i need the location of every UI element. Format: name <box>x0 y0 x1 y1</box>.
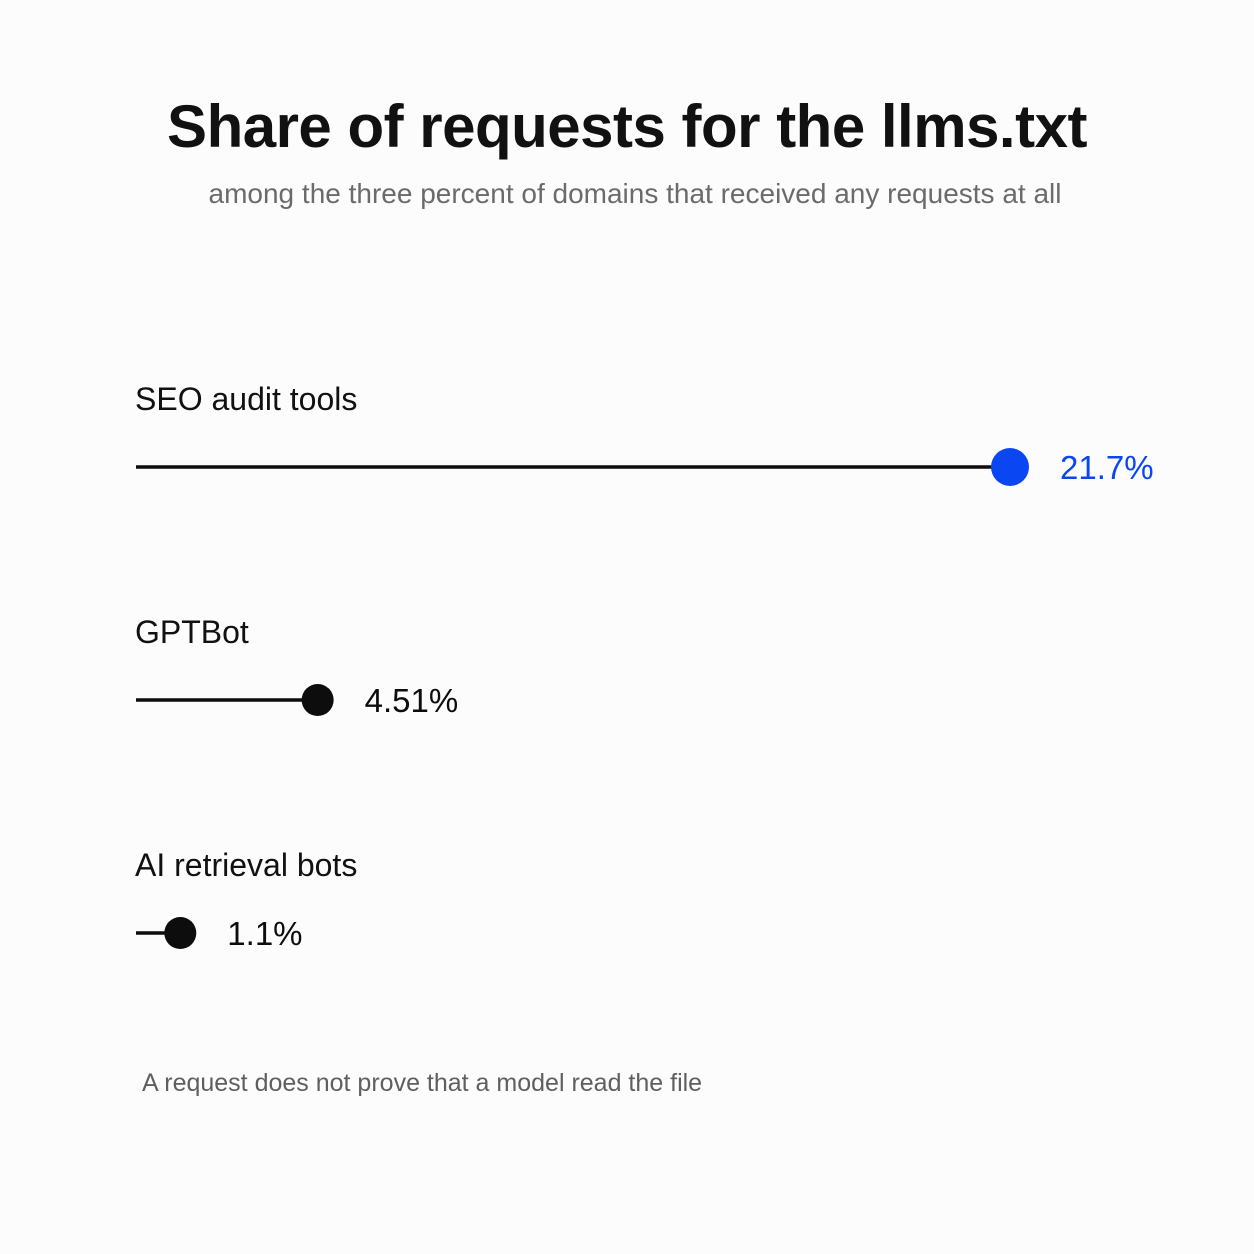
lollipop-dot <box>991 448 1029 486</box>
footnote: A request does not prove that a model re… <box>142 1069 703 1097</box>
category-label: AI retrieval bots <box>135 847 357 883</box>
value-label: 4.51% <box>365 682 459 719</box>
category-label: GPTBot <box>135 614 249 650</box>
row-ai-retrieval-bots: AI retrieval bots 1.1% <box>135 847 357 952</box>
value-label: 21.7% <box>1060 449 1154 486</box>
category-label: SEO audit tools <box>135 381 357 417</box>
value-label: 1.1% <box>227 915 302 952</box>
row-seo-audit-tools: SEO audit tools 21.7% <box>135 381 1154 486</box>
chart-title: Share of requests for the llms.txt <box>167 93 1087 160</box>
row-gptbot: GPTBot 4.51% <box>135 614 458 719</box>
chart-subtitle: among the three percent of domains that … <box>208 178 1062 209</box>
lollipop-dot <box>164 917 197 949</box>
lollipop-dot <box>301 684 334 716</box>
